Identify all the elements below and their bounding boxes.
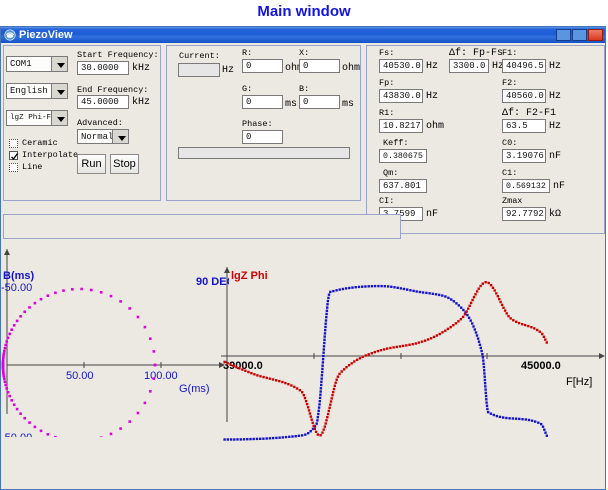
svg-text:B(ms): B(ms) — [3, 270, 35, 282]
svg-text:-50.00: -50.00 — [1, 282, 32, 294]
svg-text:50.00: 50.00 — [66, 370, 94, 382]
svg-text:100.00: 100.00 — [144, 370, 178, 382]
svg-text:45000.0: 45000.0 — [521, 360, 561, 372]
svg-text:lgZ Phi: lgZ Phi — [231, 270, 268, 282]
svg-text:F[Hz]: F[Hz] — [566, 376, 592, 388]
svg-text:G(ms): G(ms) — [179, 383, 210, 395]
svg-text:-50.00: -50.00 — [1, 432, 32, 437]
